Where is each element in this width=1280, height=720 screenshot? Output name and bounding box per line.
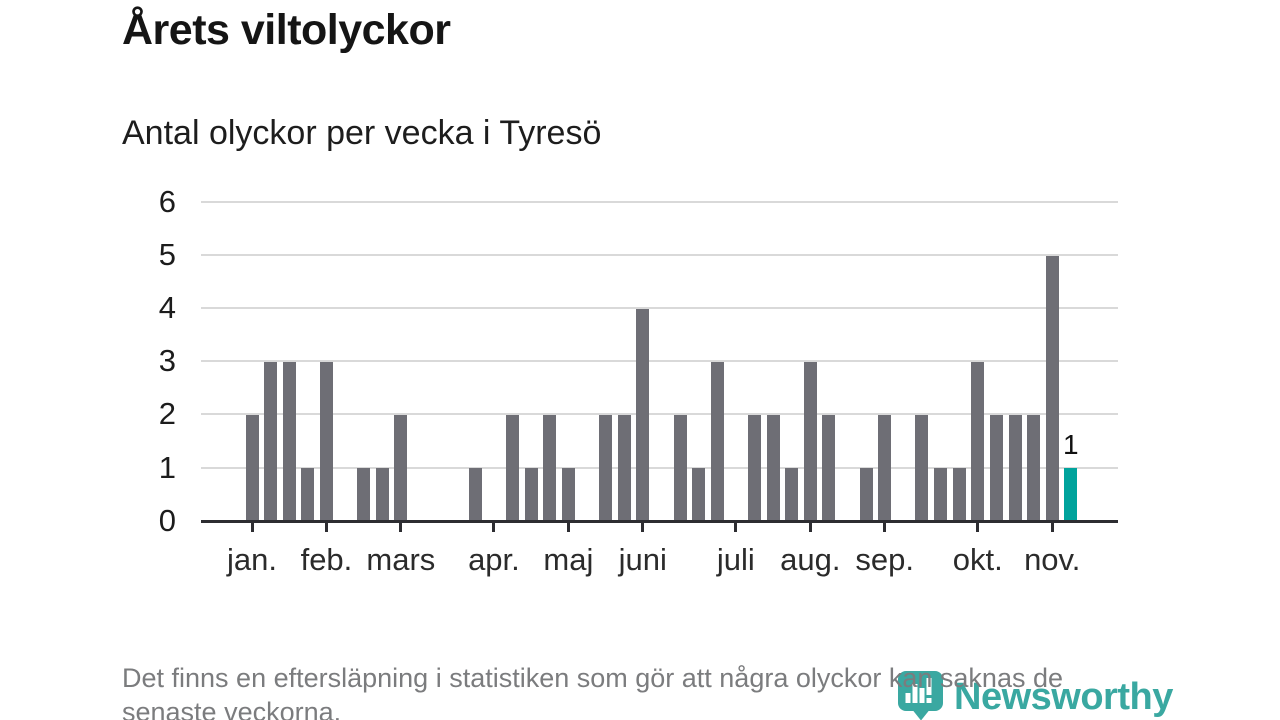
x-tick-mark — [883, 523, 887, 532]
x-tick-label-maj: maj — [543, 542, 594, 577]
bar — [264, 361, 278, 521]
page-title: Årets viltolyckor — [122, 6, 451, 54]
bar — [747, 414, 761, 521]
bar — [822, 414, 836, 521]
x-tick-mark — [1050, 523, 1054, 532]
x-tick-label-sep: sep. — [855, 542, 915, 577]
y-gridline — [201, 307, 1118, 310]
footnote-line-1: Det finns en eftersläpning i statistiken… — [122, 663, 1063, 693]
y-gridline — [201, 254, 1118, 257]
highlighted-bar — [1064, 467, 1078, 521]
x-tick-label-okt: okt. — [952, 542, 1003, 577]
x-tick-mark — [641, 523, 645, 532]
x-tick-label-feb: feb. — [300, 542, 353, 577]
y-tick-label: 4 — [158, 290, 176, 326]
bar — [785, 467, 799, 521]
bar — [934, 467, 948, 521]
bar — [375, 467, 389, 521]
bar — [692, 467, 706, 521]
bar — [282, 361, 296, 521]
bar — [766, 414, 780, 521]
x-tick-label-juli: juli — [716, 542, 755, 577]
bar — [301, 467, 315, 521]
bar — [468, 467, 482, 521]
x-tick-label-apr: apr. — [468, 542, 520, 577]
y-tick-label: 1 — [158, 449, 176, 485]
x-tick-mark — [250, 523, 254, 532]
x-tick-mark — [734, 523, 738, 532]
bar — [506, 414, 520, 521]
y-tick-label: 0 — [158, 502, 176, 538]
bar — [543, 414, 557, 521]
bar — [803, 361, 817, 521]
y-gridline — [201, 360, 1118, 363]
y-gridline — [201, 466, 1118, 469]
newsworthy-pin-barchart-icon — [898, 671, 943, 720]
highlighted-bar-value-label: 1 — [1063, 429, 1079, 460]
bar — [710, 361, 724, 521]
x-tick-mark — [324, 523, 328, 532]
bar — [989, 414, 1003, 521]
x-tick-label-aug: aug. — [780, 542, 841, 577]
x-tick-mark — [566, 523, 570, 532]
y-gridline — [201, 413, 1118, 416]
bar — [878, 414, 892, 521]
bar — [245, 414, 259, 521]
footnote-line-2: senaste veckorna. — [122, 697, 342, 720]
x-tick-label-mars: mars — [366, 542, 436, 577]
bar — [394, 414, 408, 521]
bar — [524, 467, 538, 521]
bar — [859, 467, 873, 521]
bar — [673, 414, 687, 521]
bar — [915, 414, 929, 521]
bar — [636, 308, 650, 521]
y-tick-label: 3 — [158, 343, 176, 379]
x-tick-label-jan: jan. — [227, 542, 277, 577]
x-tick-label-nov: nov. — [1024, 542, 1081, 577]
bar — [357, 467, 371, 521]
x-tick-mark — [399, 523, 403, 532]
chart-footnote: Det finns en eftersläpning i statistiken… — [122, 661, 1063, 720]
bar-chart-plot-area — [201, 201, 1118, 521]
bar — [952, 467, 966, 521]
y-tick-label: 2 — [158, 396, 176, 432]
newsworthy-wordmark: Newsworthy — [954, 676, 1173, 718]
y-tick-label: 5 — [158, 237, 176, 273]
x-tick-mark — [808, 523, 812, 532]
bar — [599, 414, 613, 521]
bar — [1008, 414, 1022, 521]
y-tick-label: 6 — [158, 184, 176, 219]
chart-subtitle: Antal olyckor per vecka i Tyresö — [122, 114, 602, 152]
x-axis-line — [201, 520, 1118, 523]
y-gridline — [201, 201, 1118, 203]
bar — [319, 361, 333, 521]
x-tick-mark — [976, 523, 980, 532]
bar — [617, 414, 631, 521]
bar — [1045, 255, 1059, 521]
bar — [1027, 414, 1041, 521]
bar — [561, 467, 575, 521]
x-tick-mark — [492, 523, 496, 532]
bar — [971, 361, 985, 521]
x-tick-label-juni: juni — [618, 542, 667, 577]
